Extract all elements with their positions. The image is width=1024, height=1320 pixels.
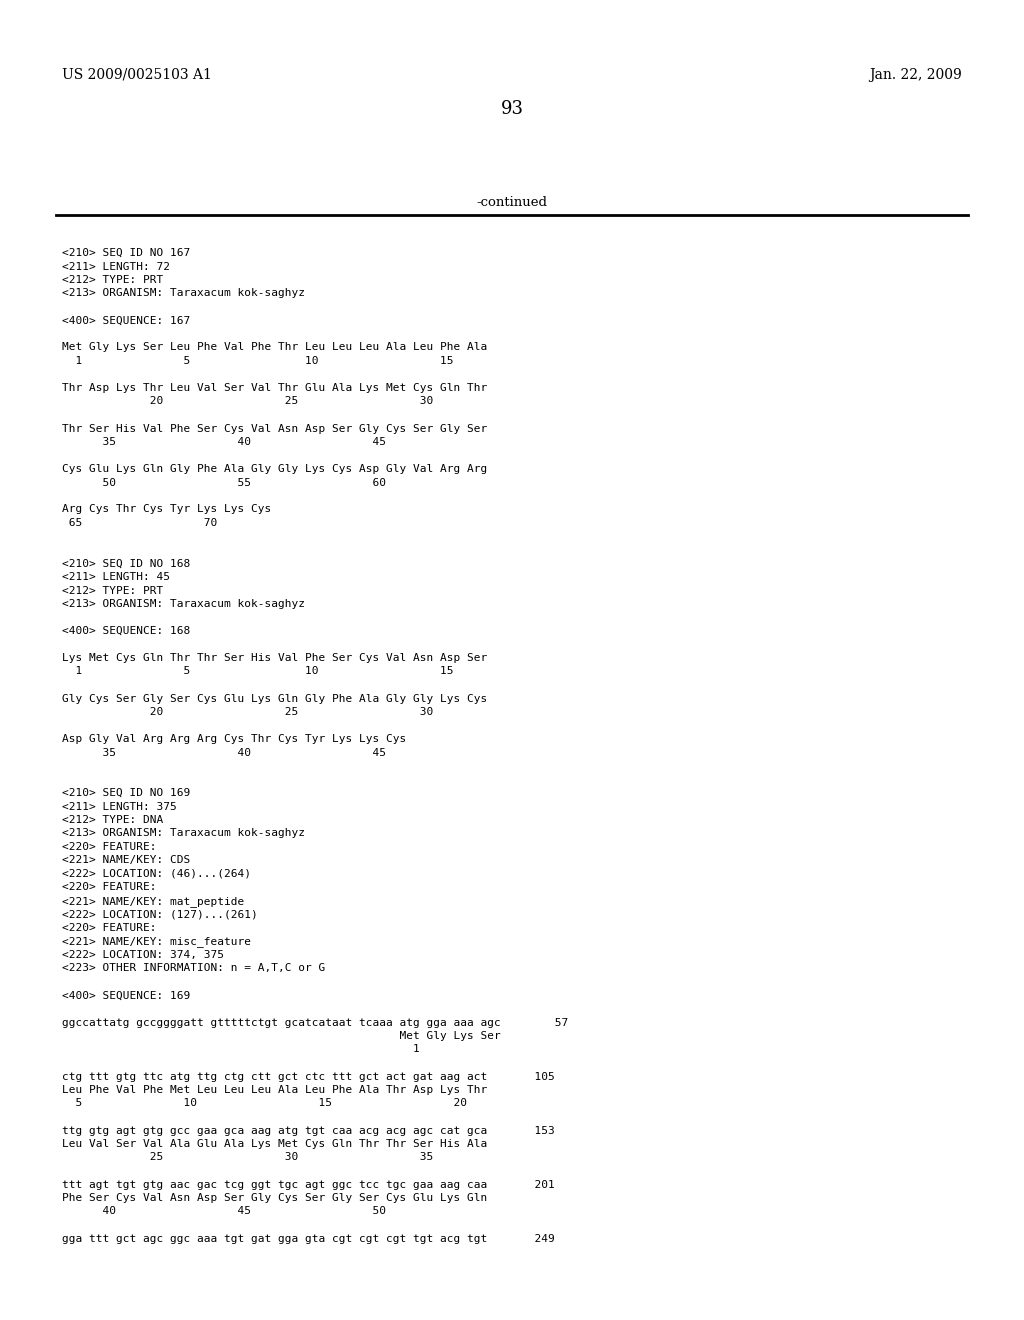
Text: Thr Ser His Val Phe Ser Cys Val Asn Asp Ser Gly Cys Ser Gly Ser: Thr Ser His Val Phe Ser Cys Val Asn Asp … [62,424,487,433]
Text: <222> LOCATION: (46)...(264): <222> LOCATION: (46)...(264) [62,869,251,879]
Text: <213> ORGANISM: Taraxacum kok-saghyz: <213> ORGANISM: Taraxacum kok-saghyz [62,599,305,609]
Text: <220> FEATURE:: <220> FEATURE: [62,842,157,851]
Text: 50                  55                  60: 50 55 60 [62,478,386,487]
Text: 20                  25                  30: 20 25 30 [62,708,433,717]
Text: Cys Glu Lys Gln Gly Phe Ala Gly Gly Lys Cys Asp Gly Val Arg Arg: Cys Glu Lys Gln Gly Phe Ala Gly Gly Lys … [62,465,487,474]
Text: <400> SEQUENCE: 168: <400> SEQUENCE: 168 [62,626,190,636]
Text: <221> NAME/KEY: mat_peptide: <221> NAME/KEY: mat_peptide [62,896,245,907]
Text: 65                  70: 65 70 [62,517,217,528]
Text: <400> SEQUENCE: 167: <400> SEQUENCE: 167 [62,315,190,326]
Text: <212> TYPE: PRT: <212> TYPE: PRT [62,275,163,285]
Text: 1               5                 10                  15: 1 5 10 15 [62,356,454,366]
Text: 35                  40                  45: 35 40 45 [62,437,386,447]
Text: <223> OTHER INFORMATION: n = A,T,C or G: <223> OTHER INFORMATION: n = A,T,C or G [62,964,326,974]
Text: 5               10                  15                  20: 5 10 15 20 [62,1098,467,1109]
Text: ttg gtg agt gtg gcc gaa gca aag atg tgt caa acg acg agc cat gca       153: ttg gtg agt gtg gcc gaa gca aag atg tgt … [62,1126,555,1135]
Text: <212> TYPE: DNA: <212> TYPE: DNA [62,814,163,825]
Text: <210> SEQ ID NO 167: <210> SEQ ID NO 167 [62,248,190,257]
Text: <220> FEATURE:: <220> FEATURE: [62,923,157,933]
Text: Met Gly Lys Ser Leu Phe Val Phe Thr Leu Leu Leu Ala Leu Phe Ala: Met Gly Lys Ser Leu Phe Val Phe Thr Leu … [62,342,487,352]
Text: gga ttt gct agc ggc aaa tgt gat gga gta cgt cgt cgt tgt acg tgt       249: gga ttt gct agc ggc aaa tgt gat gga gta … [62,1233,555,1243]
Text: <213> ORGANISM: Taraxacum kok-saghyz: <213> ORGANISM: Taraxacum kok-saghyz [62,829,305,838]
Text: <222> LOCATION: (127)...(261): <222> LOCATION: (127)...(261) [62,909,258,920]
Text: <220> FEATURE:: <220> FEATURE: [62,883,157,892]
Text: 20                  25                  30: 20 25 30 [62,396,433,407]
Text: <211> LENGTH: 45: <211> LENGTH: 45 [62,572,170,582]
Text: 25                  30                  35: 25 30 35 [62,1152,433,1163]
Text: Jan. 22, 2009: Jan. 22, 2009 [869,69,962,82]
Text: <222> LOCATION: 374, 375: <222> LOCATION: 374, 375 [62,950,224,960]
Text: Leu Val Ser Val Ala Glu Ala Lys Met Cys Gln Thr Thr Ser His Ala: Leu Val Ser Val Ala Glu Ala Lys Met Cys … [62,1139,487,1148]
Text: <221> NAME/KEY: misc_feature: <221> NAME/KEY: misc_feature [62,936,251,948]
Text: Phe Ser Cys Val Asn Asp Ser Gly Cys Ser Gly Ser Cys Glu Lys Gln: Phe Ser Cys Val Asn Asp Ser Gly Cys Ser … [62,1193,487,1203]
Text: <211> LENGTH: 72: <211> LENGTH: 72 [62,261,170,272]
Text: ggccattatg gccggggatt gtttttctgt gcatcataat tcaaa atg gga aaa agc        57: ggccattatg gccggggatt gtttttctgt gcatcat… [62,1018,568,1027]
Text: <211> LENGTH: 375: <211> LENGTH: 375 [62,801,177,812]
Text: <210> SEQ ID NO 168: <210> SEQ ID NO 168 [62,558,190,569]
Text: -continued: -continued [476,195,548,209]
Text: US 2009/0025103 A1: US 2009/0025103 A1 [62,69,212,82]
Text: 1: 1 [62,1044,420,1055]
Text: Met Gly Lys Ser: Met Gly Lys Ser [62,1031,501,1041]
Text: 1               5                 10                  15: 1 5 10 15 [62,667,454,676]
Text: ctg ttt gtg ttc atg ttg ctg ctt gct ctc ttt gct act gat aag act       105: ctg ttt gtg ttc atg ttg ctg ctt gct ctc … [62,1072,555,1081]
Text: Thr Asp Lys Thr Leu Val Ser Val Thr Glu Ala Lys Met Cys Gln Thr: Thr Asp Lys Thr Leu Val Ser Val Thr Glu … [62,383,487,393]
Text: <400> SEQUENCE: 169: <400> SEQUENCE: 169 [62,990,190,1001]
Text: <221> NAME/KEY: CDS: <221> NAME/KEY: CDS [62,855,190,866]
Text: 40                  45                  50: 40 45 50 [62,1206,386,1217]
Text: <210> SEQ ID NO 169: <210> SEQ ID NO 169 [62,788,190,799]
Text: Leu Phe Val Phe Met Leu Leu Leu Ala Leu Phe Ala Thr Asp Lys Thr: Leu Phe Val Phe Met Leu Leu Leu Ala Leu … [62,1085,487,1096]
Text: Lys Met Cys Gln Thr Thr Ser His Val Phe Ser Cys Val Asn Asp Ser: Lys Met Cys Gln Thr Thr Ser His Val Phe … [62,653,487,663]
Text: <212> TYPE: PRT: <212> TYPE: PRT [62,586,163,595]
Text: <213> ORGANISM: Taraxacum kok-saghyz: <213> ORGANISM: Taraxacum kok-saghyz [62,289,305,298]
Text: Arg Cys Thr Cys Tyr Lys Lys Cys: Arg Cys Thr Cys Tyr Lys Lys Cys [62,504,271,515]
Text: ttt agt tgt gtg aac gac tcg ggt tgc agt ggc tcc tgc gaa aag caa       201: ttt agt tgt gtg aac gac tcg ggt tgc agt … [62,1180,555,1189]
Text: Gly Cys Ser Gly Ser Cys Glu Lys Gln Gly Phe Ala Gly Gly Lys Cys: Gly Cys Ser Gly Ser Cys Glu Lys Gln Gly … [62,693,487,704]
Text: 93: 93 [501,100,523,117]
Text: 35                  40                  45: 35 40 45 [62,747,386,758]
Text: Asp Gly Val Arg Arg Arg Cys Thr Cys Tyr Lys Lys Cys: Asp Gly Val Arg Arg Arg Cys Thr Cys Tyr … [62,734,407,744]
